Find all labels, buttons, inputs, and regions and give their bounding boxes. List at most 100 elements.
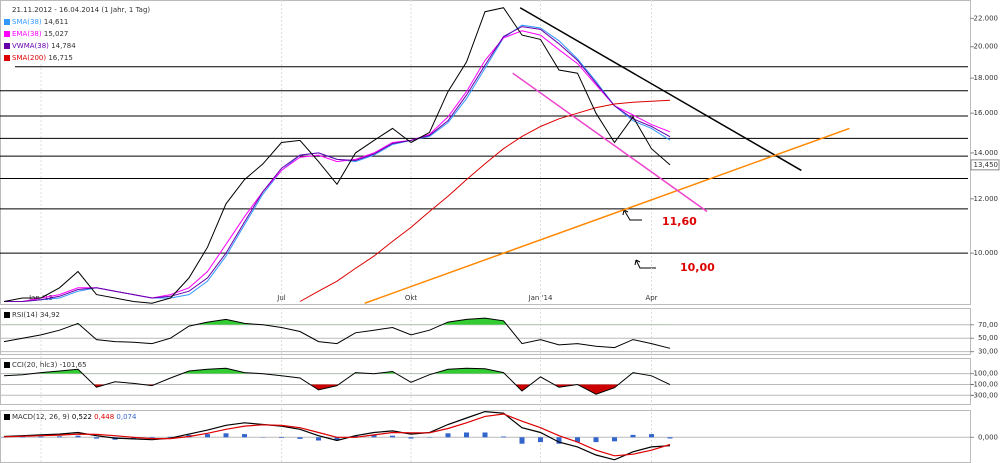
legend-header: 21.11.2012 - 16.04.2014 (1 Jahr, 1 Tag) (12, 6, 150, 14)
histogram-bar (667, 437, 673, 439)
y-tick-label: 100,00 (974, 370, 999, 378)
histogram-bar (131, 437, 136, 439)
macd-line (3, 410, 671, 461)
legend-label: VWMA(38) 14,784 (12, 42, 76, 50)
histogram-bar (390, 435, 395, 438)
histogram-bar (371, 434, 377, 438)
histogram-bar (482, 432, 488, 438)
legend-name: SMA(200) (12, 54, 46, 62)
histogram-bar (242, 434, 247, 438)
legend-name: VWMA(38) (12, 42, 49, 50)
annotation: 11,60 (662, 215, 697, 228)
legend-swatch (4, 414, 10, 420)
y-tick-label: 18.000 (974, 74, 999, 82)
histogram-bar (408, 437, 414, 439)
legend-label: SMA(38) 14,611 (12, 18, 68, 26)
trend-line (519, 7, 802, 172)
y-tick-label: 10.000 (974, 249, 999, 257)
y-tick-label: 12.000 (974, 195, 999, 203)
histogram-bar (464, 432, 469, 438)
legend-value: 15,027 (44, 30, 69, 38)
histogram-bar (297, 437, 303, 439)
price-line (3, 317, 671, 349)
histogram-bar (612, 437, 617, 442)
histogram-bar (334, 437, 340, 441)
trend-line (512, 72, 708, 213)
price-label: 13,450 (974, 161, 999, 169)
arrow (622, 209, 642, 221)
y-tick-label: -300,00 (971, 391, 998, 399)
legend-swatch (4, 19, 10, 25)
histogram-bar (20, 436, 25, 438)
legend-label: EMA(38) 15,027 (12, 30, 68, 38)
histogram-bar (575, 437, 580, 443)
histogram-bar (556, 437, 562, 444)
annotation: 10,00 (680, 261, 715, 274)
histogram-bar (38, 436, 44, 438)
histogram-bar (630, 434, 636, 438)
histogram-bar (649, 434, 654, 438)
legend-swatch (4, 362, 10, 368)
x-tick-label: Jul (276, 294, 286, 302)
arrow (634, 259, 656, 269)
panel-frame (0, 358, 971, 405)
price-line (3, 367, 671, 395)
legend-swatch (4, 43, 10, 49)
histogram-bar (501, 436, 506, 438)
macd-title: MACD(12, 26, 9) (12, 413, 70, 421)
y-tick-label: 20.000 (974, 43, 999, 51)
legend-swatch (4, 55, 10, 61)
histogram-bar (205, 434, 210, 438)
y-tick-label: 70,00 (978, 321, 998, 329)
indicator-line (299, 99, 671, 302)
x-tick-label: Apr (645, 294, 657, 302)
histogram-bar (149, 437, 155, 439)
x-tick-label: Jan '14 (528, 294, 553, 302)
legend-label: SMA(200) 16,715 (12, 54, 73, 62)
panel-title: MACD(12, 26, 9) 0,522 0,448 0,074 (12, 413, 137, 421)
y-tick-label: -100,00 (971, 380, 998, 388)
legend-swatch (4, 312, 10, 318)
y-tick-label: 0,000 (978, 433, 998, 441)
y-tick-label: 30,00 (978, 348, 998, 356)
legend-value: 16,715 (48, 54, 73, 62)
price-box (970, 159, 1000, 171)
histogram-bar (57, 436, 62, 438)
legend-value: 0,448 (94, 413, 114, 421)
indicator-line (4, 26, 671, 302)
y-tick-label: 16.000 (974, 109, 999, 117)
histogram-bar (316, 437, 321, 441)
legend-name: EMA(38) (12, 30, 42, 38)
x-tick-label: Okt (405, 294, 418, 302)
histogram-bar (223, 433, 229, 438)
y-tick-label: 50,00 (978, 334, 998, 342)
panel-title: RSI(14) 34,92 (12, 311, 60, 319)
histogram-bar (445, 433, 451, 438)
legend-value: 0,074 (116, 413, 137, 421)
band-fill (74, 318, 507, 325)
y-tick-label: 14.000 (974, 149, 999, 157)
histogram-bar (538, 437, 543, 443)
macd-line (3, 413, 671, 457)
histogram-bar (519, 437, 525, 444)
legend-value: 14,784 (51, 42, 76, 50)
histogram-bar (593, 437, 599, 443)
trend-line (364, 127, 850, 304)
histogram-bar (279, 437, 284, 438)
legend-value: 0,522 (72, 413, 92, 421)
band-fill (93, 384, 670, 395)
histogram-bar (94, 437, 99, 439)
legend-swatch (4, 31, 10, 37)
price-line (3, 7, 671, 304)
legend-value: 14,611 (44, 18, 69, 26)
panel-title: CCI(20, hlc3) -101,65 (12, 361, 87, 369)
y-tick-label: 22.000 (974, 14, 999, 22)
histogram-bar (75, 435, 81, 438)
legend-name: SMA(38) (12, 18, 42, 26)
legend-box (2, 4, 132, 64)
panel-frame (0, 308, 971, 355)
histogram-bar (353, 435, 358, 438)
